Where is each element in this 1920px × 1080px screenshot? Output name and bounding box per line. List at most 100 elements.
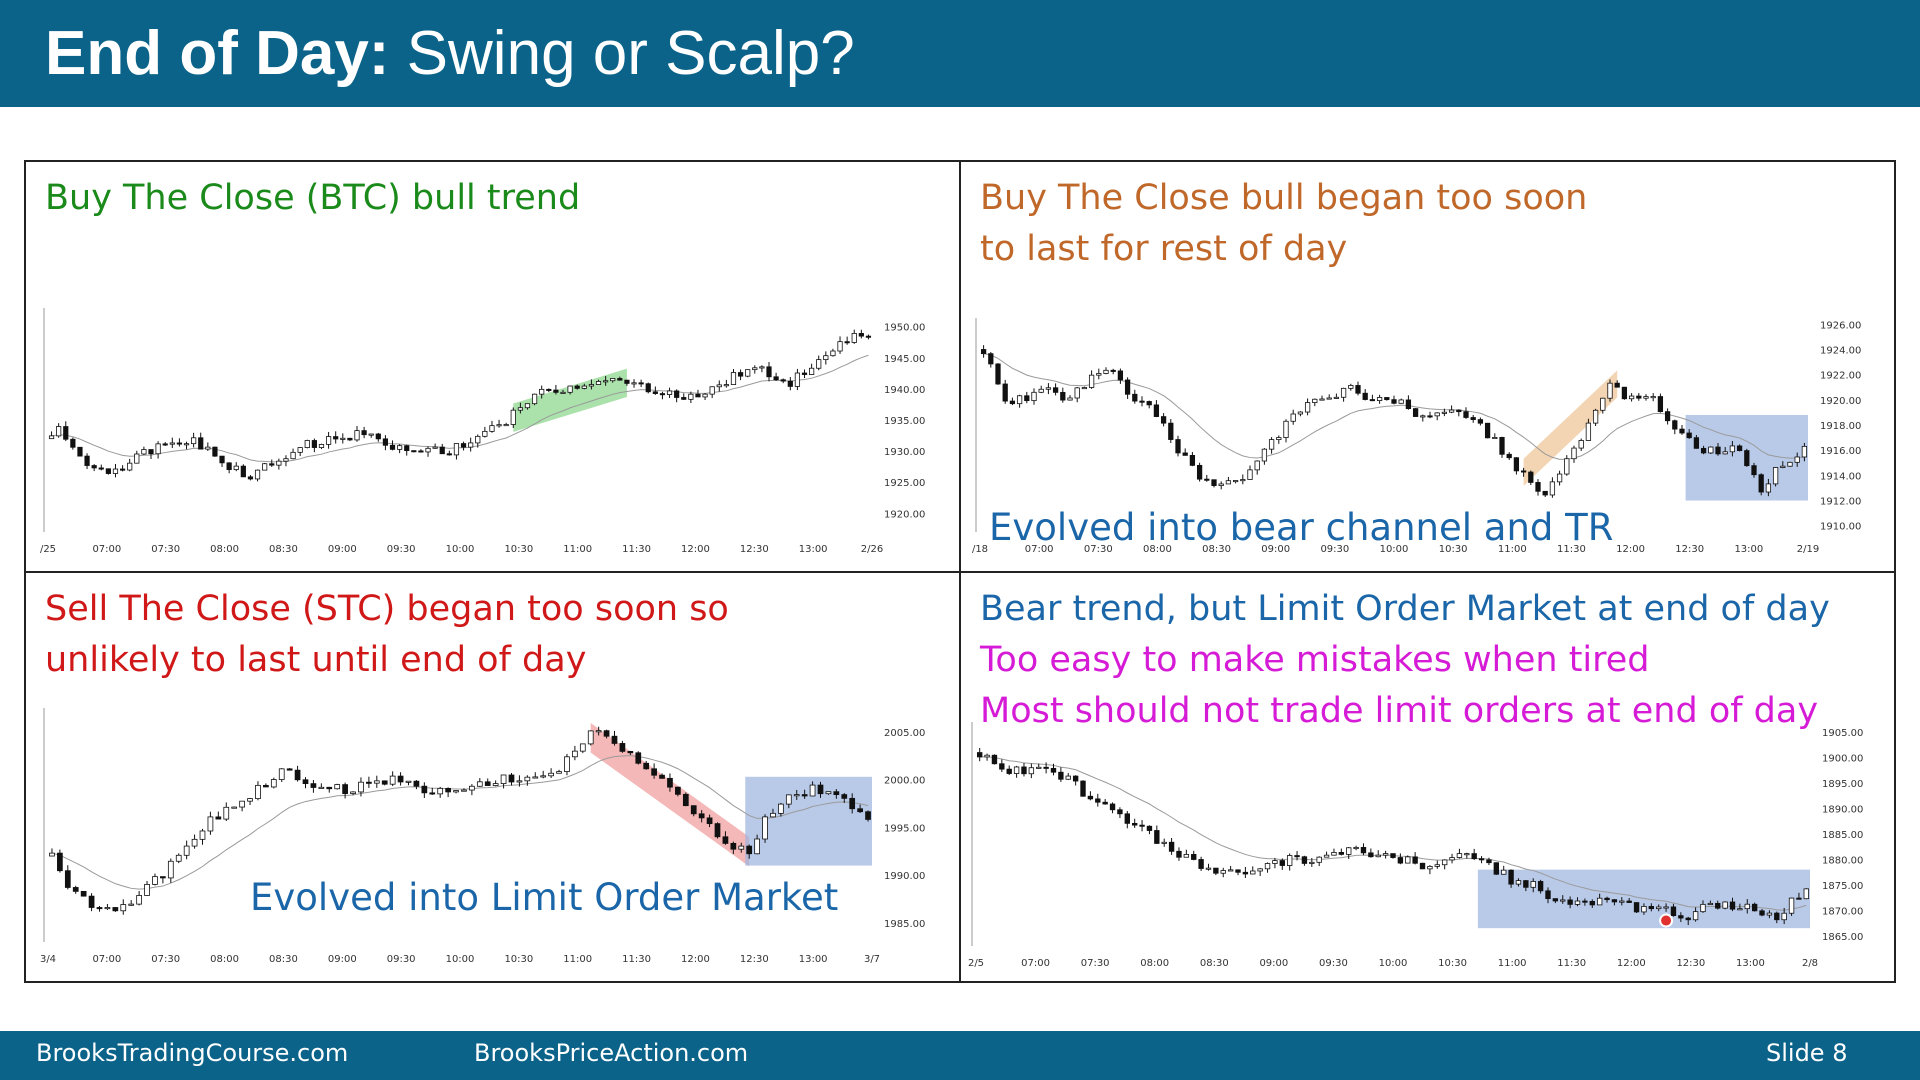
candle-body: [239, 800, 245, 808]
candle-body: [1102, 801, 1108, 805]
candle-body: [611, 735, 618, 744]
candle-body: [1036, 766, 1042, 769]
candle-body: [134, 453, 140, 464]
candle-body: [404, 445, 410, 452]
candle-body: [1582, 900, 1588, 903]
candle-body: [1191, 854, 1197, 860]
candle-body: [841, 794, 848, 799]
candle-body: [723, 384, 729, 387]
candle-body: [1708, 446, 1714, 454]
candle-body: [1240, 479, 1246, 482]
candle-body: [1759, 910, 1765, 916]
candle-body: [310, 783, 317, 788]
candle-body: [347, 437, 353, 441]
candle-body: [579, 743, 586, 752]
candle-body: [247, 798, 253, 802]
shaded-box: [1477, 869, 1810, 929]
footer-site-1[interactable]: BrooksTradingCourse.com: [36, 1039, 349, 1067]
candle-body: [373, 780, 380, 784]
candle-body: [780, 379, 786, 382]
candle-body: [675, 786, 681, 795]
candle-body: [98, 467, 104, 470]
candle-body: [1211, 479, 1217, 486]
cursor-marker: [1659, 913, 1674, 928]
candle-body: [1672, 420, 1678, 430]
candle-body: [1434, 864, 1440, 867]
candle-body: [1242, 871, 1249, 875]
candle-body: [318, 786, 325, 789]
candle-body: [445, 787, 451, 793]
y-tick-label: 1914.00: [1820, 471, 1861, 482]
candle-body: [1501, 869, 1507, 875]
candle-body: [375, 433, 381, 440]
candle-body: [198, 437, 204, 450]
x-tick-label: 12:00: [681, 954, 710, 965]
y-tick-label: 1916.00: [1820, 446, 1861, 457]
candle-body: [1087, 795, 1094, 800]
candle-body: [127, 462, 133, 471]
candle-body: [1412, 408, 1419, 417]
candle-body: [1038, 388, 1044, 393]
candle-body: [1794, 456, 1800, 463]
candle-body: [112, 468, 119, 474]
candle-body: [1574, 900, 1581, 905]
candle-body: [1803, 888, 1809, 900]
candle-body: [1722, 451, 1728, 455]
candle-body: [849, 797, 856, 810]
candle-body: [617, 378, 623, 381]
candle-body: [1225, 480, 1232, 485]
x-tick-label: /25: [40, 544, 56, 555]
candle-body: [1686, 432, 1692, 439]
candle-body: [1626, 900, 1632, 903]
candle-body: [1376, 397, 1383, 401]
candle-body: [1542, 490, 1548, 496]
chart-tr: 1926.00 1924.00 1922.00 1920.00 1918.00 1916.…: [972, 318, 1861, 555]
candle-body: [1766, 912, 1773, 916]
x-tick-label: 08:00: [1143, 544, 1172, 555]
candle-body: [1081, 387, 1088, 390]
footer-site-2[interactable]: BrooksPriceAction.com: [474, 1039, 749, 1067]
candle-body: [1362, 392, 1368, 400]
candle-body: [1050, 767, 1057, 773]
candle-body: [1235, 869, 1241, 873]
candle-body: [1333, 396, 1340, 399]
candle-body: [500, 774, 507, 784]
candle-body: [801, 372, 808, 375]
x-tick-label: 11:00: [1498, 958, 1527, 969]
candle-body: [1067, 397, 1073, 401]
candle-body: [1196, 464, 1203, 480]
candle-body: [531, 393, 538, 405]
candle-body: [484, 781, 491, 786]
x-tick-label: 09:30: [1319, 958, 1348, 969]
candle-body: [350, 791, 356, 794]
candle-body: [1168, 422, 1174, 440]
x-tick-label: 12:30: [740, 954, 769, 965]
y-tick-label: 1995.00: [884, 823, 925, 834]
candle-body: [1545, 890, 1551, 900]
candle-body: [1153, 404, 1160, 417]
x-tick-label: 10:30: [1438, 958, 1467, 969]
candle-body: [1074, 387, 1080, 399]
candle-body: [1463, 411, 1469, 418]
candle-body: [560, 391, 566, 394]
x-tick-label: 08:30: [1200, 958, 1229, 969]
candle-body: [524, 776, 531, 782]
candle-body: [49, 852, 55, 857]
candle-body: [1614, 382, 1620, 388]
y-tick-label: 1925.00: [884, 478, 925, 489]
candle-body: [1700, 447, 1707, 454]
candle-body: [1633, 902, 1640, 913]
x-tick-label: 12:30: [740, 544, 769, 555]
candle-body: [389, 444, 396, 450]
candle-body: [745, 369, 751, 377]
candle-body: [226, 462, 232, 470]
candle-body: [706, 817, 713, 825]
slide-number: Slide 8: [1766, 1039, 1848, 1067]
candle-body: [1592, 409, 1599, 424]
candle-body: [517, 407, 523, 411]
x-tick-label: 08:30: [1202, 544, 1231, 555]
candle-body: [1002, 383, 1008, 402]
candle-body: [785, 794, 792, 805]
candle-body: [1218, 483, 1224, 486]
candle-body: [141, 449, 147, 455]
